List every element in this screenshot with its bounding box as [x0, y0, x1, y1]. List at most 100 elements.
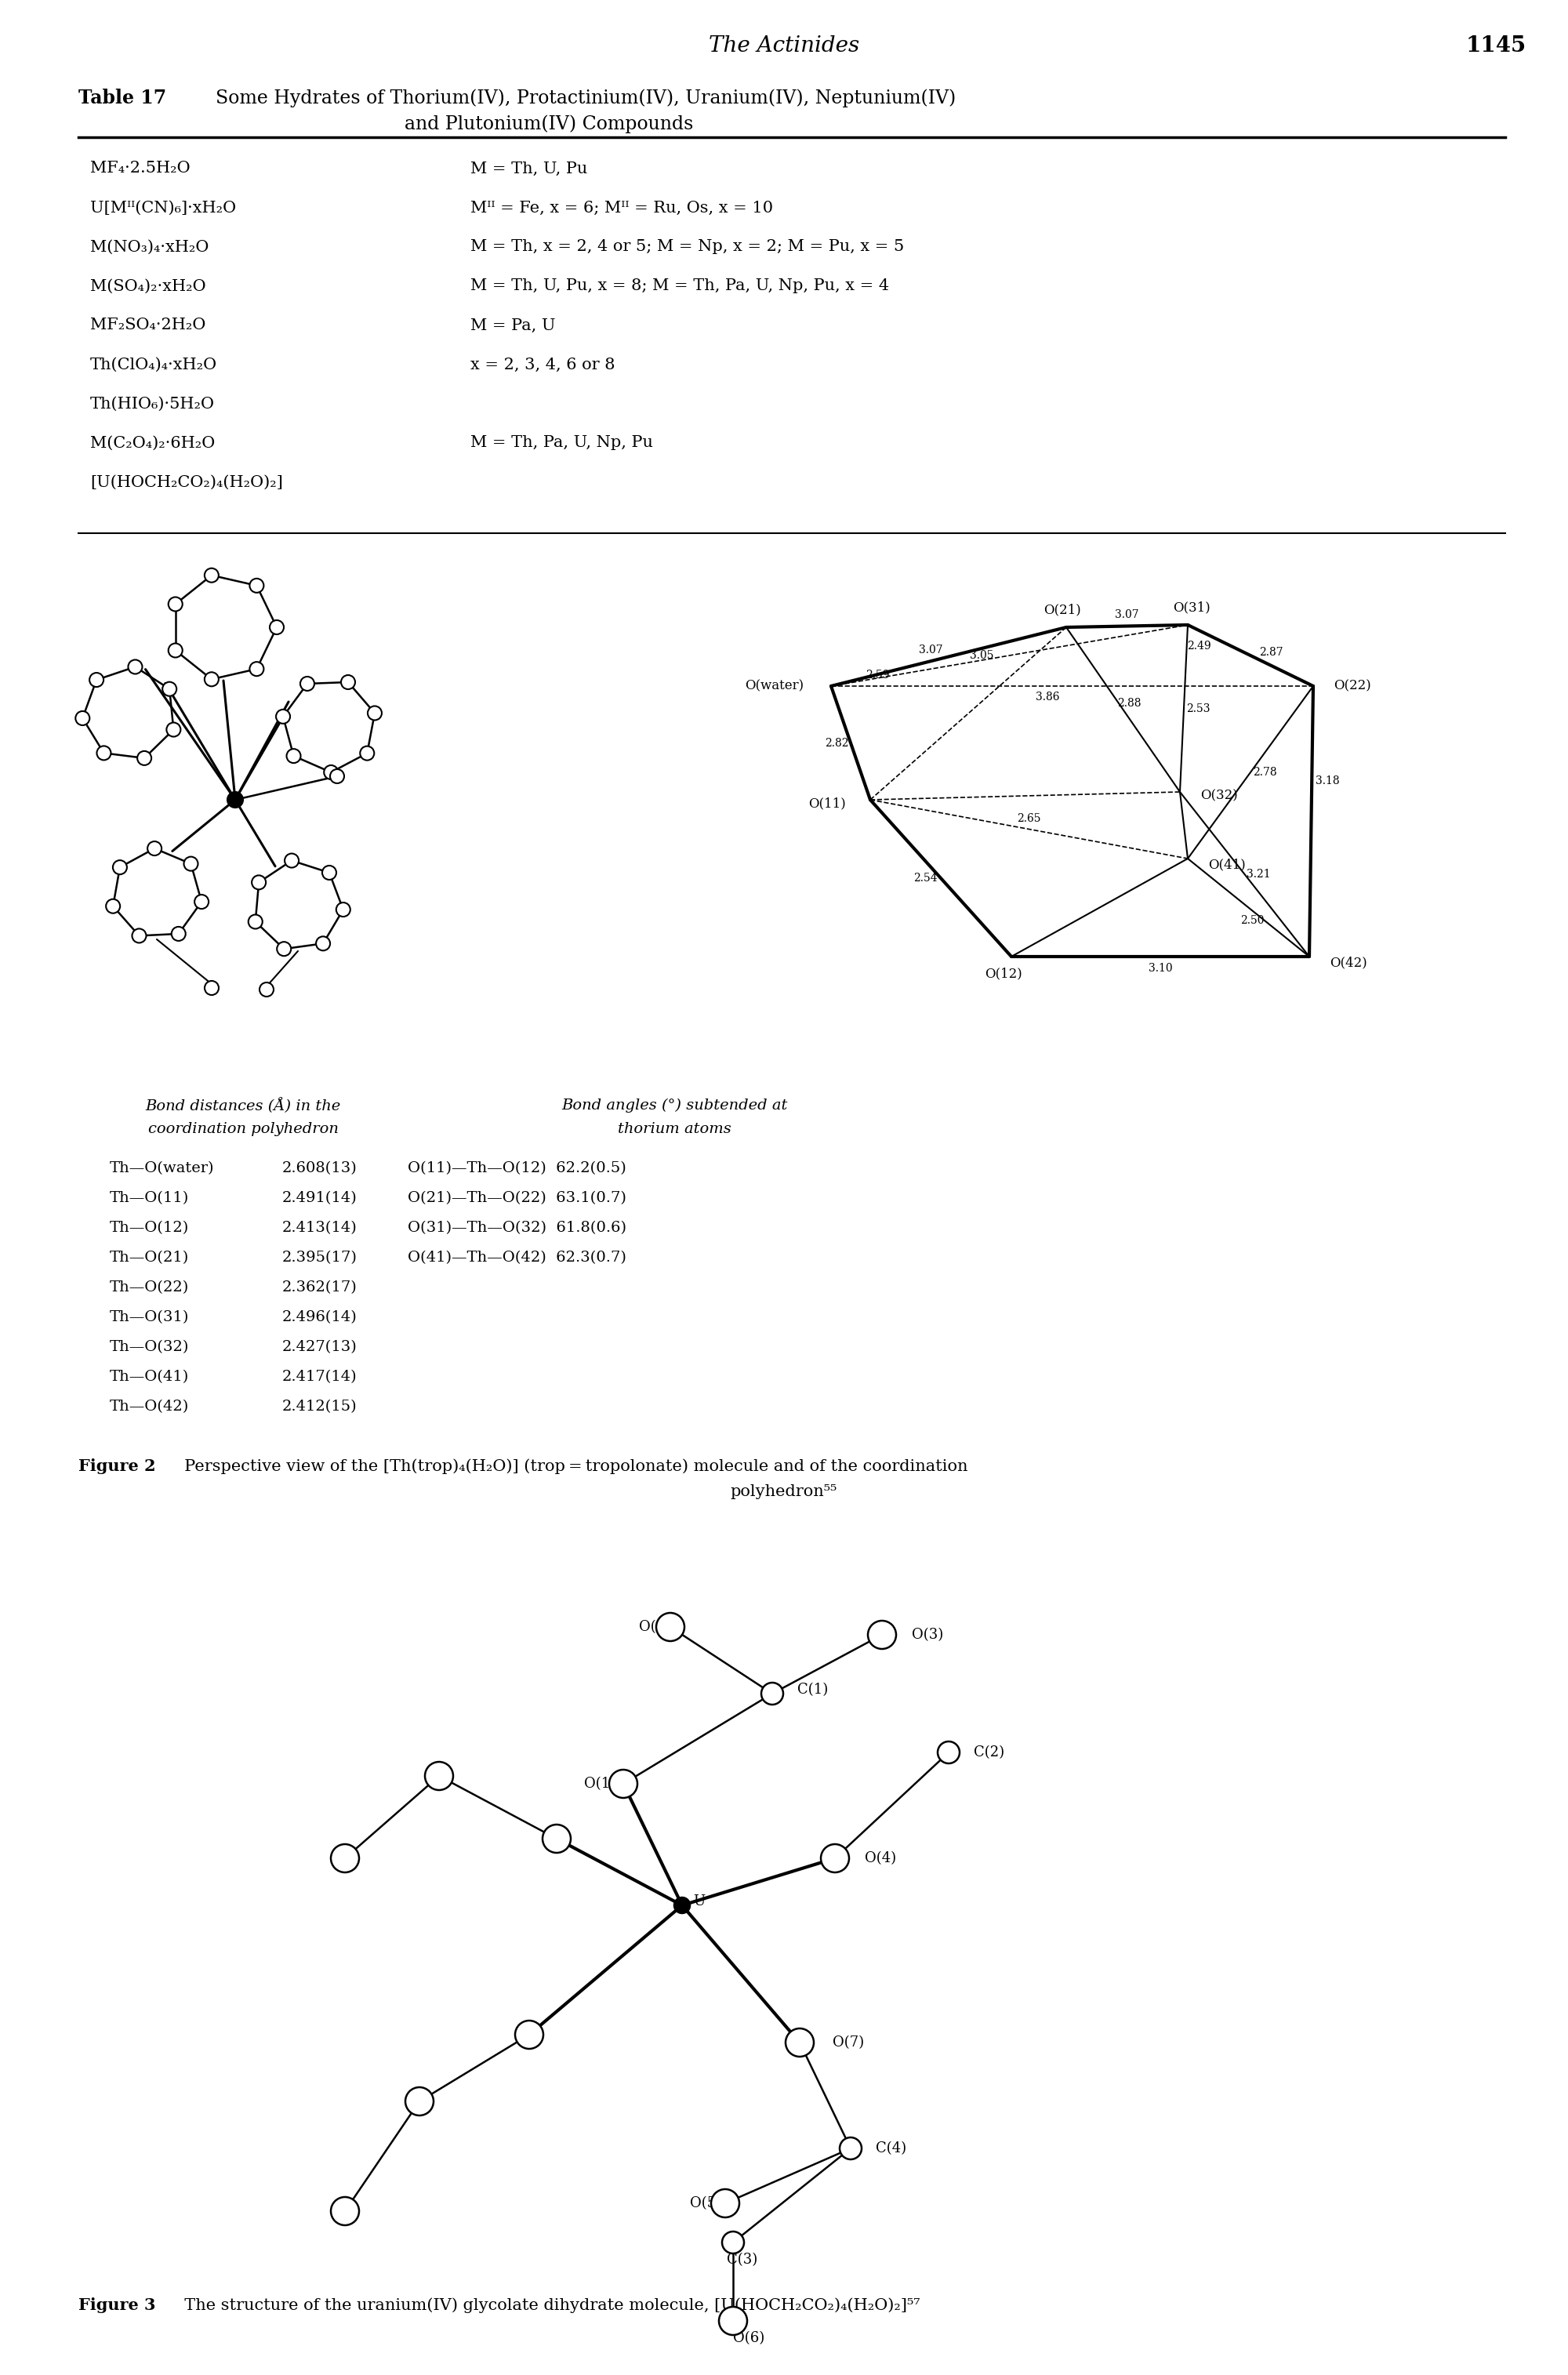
Text: Table 17: Table 17 [78, 88, 166, 107]
Circle shape [331, 1843, 359, 1871]
Circle shape [938, 1741, 960, 1762]
Text: The Actinides: The Actinides [709, 36, 859, 57]
Text: M = Pa, U: M = Pa, U [470, 318, 555, 333]
Text: 2.53: 2.53 [1185, 703, 1210, 715]
Circle shape [138, 750, 152, 765]
Text: 2.88: 2.88 [1118, 698, 1142, 708]
Text: O(11)—Th—O(12)  62.2(0.5): O(11)—Th—O(12) 62.2(0.5) [408, 1161, 626, 1176]
Text: M(NO₃)₄·xH₂O: M(NO₃)₄·xH₂O [91, 240, 209, 254]
Text: 3.10: 3.10 [1148, 962, 1173, 974]
Text: 2.413(14): 2.413(14) [282, 1221, 358, 1235]
Circle shape [204, 568, 218, 582]
Text: Th—O(42): Th—O(42) [110, 1399, 190, 1413]
Text: C(4): C(4) [875, 2142, 906, 2156]
Circle shape [97, 746, 111, 760]
Circle shape [252, 876, 267, 891]
Text: O(1): O(1) [583, 1776, 616, 1791]
Circle shape [278, 943, 292, 957]
Text: O(3): O(3) [913, 1627, 944, 1641]
Circle shape [183, 857, 198, 872]
Circle shape [321, 864, 336, 879]
Text: 2.417(14): 2.417(14) [282, 1370, 358, 1385]
Circle shape [405, 2088, 433, 2116]
Circle shape [249, 663, 263, 677]
Text: 2.82: 2.82 [825, 736, 848, 748]
Text: O(42): O(42) [1330, 957, 1367, 969]
Text: M = Th, U, Pu: M = Th, U, Pu [470, 162, 588, 176]
Circle shape [655, 1613, 684, 1641]
Text: 3.07: 3.07 [1115, 610, 1138, 620]
Circle shape [425, 1762, 453, 1791]
Text: C(2): C(2) [974, 1746, 1005, 1760]
Circle shape [840, 2138, 862, 2159]
Circle shape [89, 672, 103, 686]
Text: O(4): O(4) [866, 1850, 897, 1864]
Text: 2.362(17): 2.362(17) [282, 1280, 358, 1294]
Text: The structure of the uranium(IV) glycolate dihydrate molecule, [U(HOCH₂CO₂)₄(H₂O: The structure of the uranium(IV) glycola… [174, 2297, 920, 2313]
Circle shape [168, 644, 182, 658]
Text: Th(HIO₆)·5H₂O: Th(HIO₆)·5H₂O [91, 397, 215, 411]
Text: 2.491(14): 2.491(14) [282, 1190, 358, 1204]
Text: O(11): O(11) [809, 798, 845, 810]
Text: O(41): O(41) [1209, 857, 1245, 872]
Text: Th—O(12): Th—O(12) [110, 1221, 190, 1235]
Text: Th—O(41): Th—O(41) [110, 1370, 190, 1385]
Text: C(3): C(3) [728, 2251, 757, 2266]
Circle shape [786, 2028, 814, 2057]
Text: O(6): O(6) [734, 2332, 765, 2344]
Text: Th—O(21): Th—O(21) [110, 1252, 190, 1266]
Circle shape [340, 674, 354, 689]
Circle shape [249, 580, 263, 594]
Circle shape [299, 677, 314, 691]
Text: Figure 3: Figure 3 [78, 2297, 155, 2313]
Text: O(22): O(22) [1334, 679, 1370, 694]
Text: C(1): C(1) [798, 1681, 828, 1696]
Circle shape [194, 895, 209, 910]
Text: 3.05: 3.05 [969, 651, 994, 660]
Circle shape [317, 936, 331, 950]
Circle shape [329, 770, 345, 784]
Text: O(12): O(12) [985, 967, 1022, 981]
Text: 1145: 1145 [1466, 36, 1527, 57]
Circle shape [113, 860, 127, 874]
Circle shape [260, 983, 274, 997]
Circle shape [287, 748, 301, 762]
Text: 2.395(17): 2.395(17) [282, 1252, 358, 1266]
Text: 2.78: 2.78 [1253, 767, 1276, 779]
Circle shape [762, 1681, 784, 1705]
Text: M = Th, Pa, U, Np, Pu: M = Th, Pa, U, Np, Pu [470, 435, 652, 451]
Circle shape [147, 841, 162, 855]
Text: O(2): O(2) [640, 1620, 671, 1634]
Text: 3.86: 3.86 [1036, 691, 1060, 703]
Text: Th—O(water): Th—O(water) [110, 1161, 215, 1176]
Text: 2.59: 2.59 [866, 670, 889, 682]
Text: thorium atoms: thorium atoms [618, 1121, 731, 1135]
Text: 3.18: 3.18 [1316, 774, 1339, 786]
Text: 2.427(13): 2.427(13) [282, 1339, 358, 1354]
Text: Some Hydrates of Thorium(IV), Protactinium(IV), Uranium(IV), Neptunium(IV): Some Hydrates of Thorium(IV), Protactini… [204, 88, 956, 107]
Text: Th—O(31): Th—O(31) [110, 1311, 190, 1325]
Text: O(7): O(7) [833, 2035, 864, 2050]
Circle shape [336, 902, 350, 917]
Text: M = Th, U, Pu, x = 8; M = Th, Pa, U, Np, Pu, x = 4: M = Th, U, Pu, x = 8; M = Th, Pa, U, Np,… [470, 278, 889, 294]
Circle shape [75, 710, 89, 724]
Circle shape [331, 2197, 359, 2225]
Text: and Plutonium(IV) Compounds: and Plutonium(IV) Compounds [405, 114, 693, 133]
Circle shape [822, 1843, 850, 1871]
Circle shape [107, 900, 121, 914]
Text: O(water): O(water) [745, 679, 804, 694]
Text: Bond distances (Å) in the: Bond distances (Å) in the [146, 1097, 340, 1114]
Circle shape [204, 672, 218, 686]
Circle shape [168, 596, 182, 610]
Circle shape [166, 722, 180, 736]
Circle shape [712, 2190, 740, 2218]
Circle shape [163, 682, 177, 696]
Text: U[Mᴵᴵ(CN)₆]·xH₂O: U[Mᴵᴵ(CN)₆]·xH₂O [91, 200, 237, 216]
Text: 2.65: 2.65 [1018, 812, 1041, 824]
Text: Th—O(11): Th—O(11) [110, 1190, 190, 1204]
Text: 2.608(13): 2.608(13) [282, 1161, 358, 1176]
Circle shape [129, 660, 143, 674]
Text: MF₄·2.5H₂O: MF₄·2.5H₂O [91, 162, 190, 176]
Text: O(41)—Th—O(42)  62.3(0.7): O(41)—Th—O(42) 62.3(0.7) [408, 1252, 626, 1266]
Text: 3.07: 3.07 [919, 644, 942, 656]
